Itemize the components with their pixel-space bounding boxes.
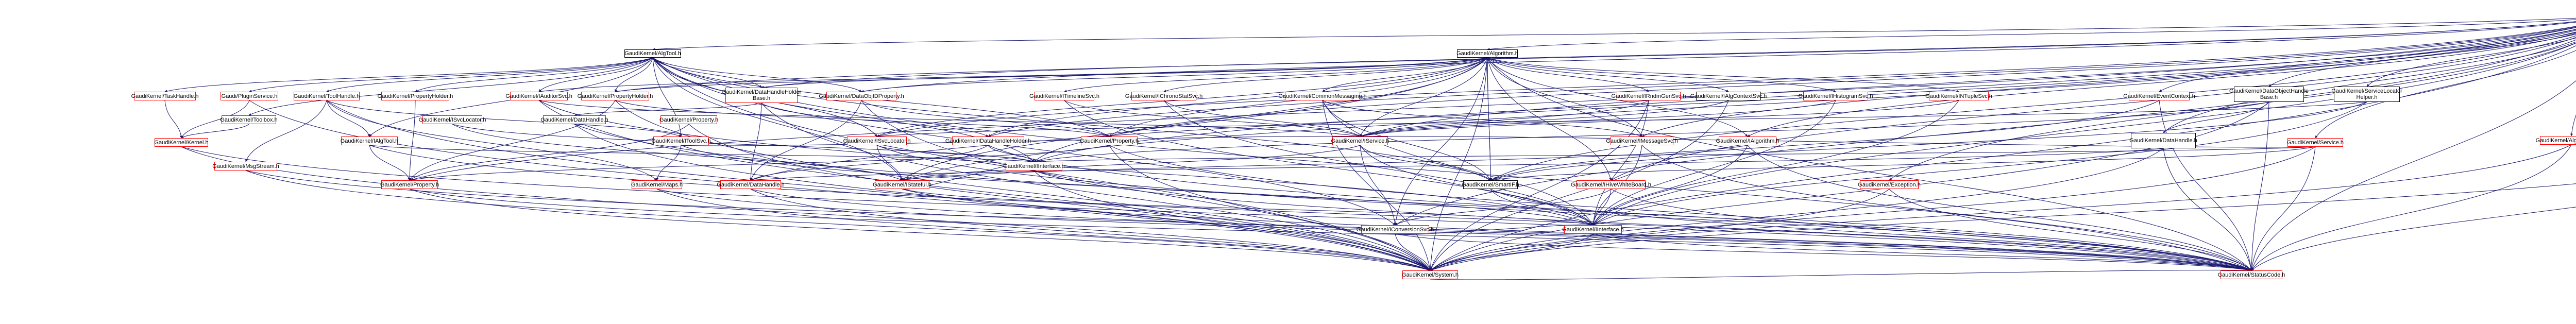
- graph-node[interactable]: GaudiKernel/IAlgorithm.h: [1716, 137, 1779, 145]
- graph-node[interactable]: GaudiKernel/IInterface.h: [1003, 162, 1065, 170]
- graph-node[interactable]: GaudiKernel/DataHandle.h: [2129, 133, 2197, 148]
- graph-node[interactable]: GaudiKernel/Property.h: [659, 115, 718, 124]
- graph-node[interactable]: GaudiKernel/IHiveWhiteBoard.h: [1571, 180, 1651, 189]
- graph-node[interactable]: GaudiKernel/CommonMessaging.h: [1278, 92, 1367, 100]
- graph-node[interactable]: GaudiKernel/ServiceLocator Helper.h: [2331, 87, 2402, 102]
- graph-node[interactable]: GaudiKernel/INTupleSvc.h: [1925, 92, 1992, 100]
- graph-node[interactable]: GaudiKernel/IAuditorSvc.h: [505, 92, 572, 100]
- graph-node[interactable]: GaudiKernel/DataObjectHandle Base.h: [2229, 87, 2309, 102]
- graph-node[interactable]: GaudiKernel/IStateful.h: [873, 180, 931, 189]
- graph-node[interactable]: Gaudi/PluginService.h: [221, 92, 278, 100]
- graph-node[interactable]: GaudiKernel/IConversionSvc.h: [1357, 225, 1434, 234]
- graph-node[interactable]: GaudiKernel/ToolHandle.h: [294, 92, 360, 100]
- graph-node[interactable]: GaudiKernel/Property.h: [380, 180, 439, 189]
- graph-node[interactable]: GaudiKernel/DataHandle.h: [540, 115, 608, 124]
- graph-node[interactable]: GaudiKernel/Exception.h: [1858, 180, 1921, 189]
- graph-node[interactable]: GaudiKernel/Kernel.h: [154, 138, 209, 147]
- graph-node[interactable]: GaudiKernel/PropertyHolder.h: [378, 92, 453, 100]
- graph-node[interactable]: GaudiKernel/Service.h: [2287, 138, 2344, 147]
- graph-node[interactable]: GaudiKernel/AlgSvcStatus.h: [2536, 136, 2576, 145]
- graph-node[interactable]: GaudiKernel/Toolbox.h: [220, 115, 278, 124]
- graph-node[interactable]: GaudiKernel/ITimelineSvc.h: [1029, 92, 1099, 100]
- graph-node[interactable]: GaudiKernel/IAlgTool.h: [341, 137, 398, 145]
- graph-node[interactable]: GaudiKernel/IAlgContextSvc.h: [1690, 92, 1767, 100]
- graph-node[interactable]: GaudiKernel/IDataHandleHolder.h: [945, 137, 1031, 145]
- graph-node[interactable]: GaudiKernel/DataHandle.h: [717, 180, 785, 189]
- graph-node[interactable]: GaudiKernel/Property.h: [1080, 137, 1139, 145]
- graph-node[interactable]: GaudiKernel/TaskHandle.h: [131, 92, 198, 100]
- graph-node[interactable]: GaudiKernel/PropertyHolder.h: [578, 92, 653, 100]
- graph-node[interactable]: GaudiKernel/EventContext.h: [2123, 92, 2195, 100]
- graph-node[interactable]: GaudiKernel/Algorithm.h: [1456, 49, 1518, 58]
- graph-node[interactable]: GaudiKernel/IService.h: [1331, 137, 1389, 145]
- graph-node[interactable]: GaudiKernel/IHistogramSvc.h: [1799, 92, 1873, 100]
- graph-node[interactable]: GaudiKernel/IMessageSvc.h: [1606, 137, 1678, 145]
- graph-node[interactable]: GaudiKernel/StatusCode.h: [2218, 270, 2285, 279]
- graph-node[interactable]: GaudiKernel/MsgStream.h: [212, 162, 279, 170]
- graph-node[interactable]: GaudiKernel/System.h: [1402, 270, 1459, 279]
- graph-node[interactable]: GaudiKernel/Maps.h: [631, 180, 683, 189]
- graph-node[interactable]: GaudiKernel/IChronoStatSvc.h: [1125, 92, 1202, 100]
- graph-node[interactable]: GaudiKernel/ISvcLocator.h: [843, 137, 910, 145]
- graph-node[interactable]: GaudiKernel/DataHandleHolder Base.h: [722, 88, 801, 103]
- graph-node[interactable]: GaudiKernel/DataObjIDProperty.h: [819, 92, 904, 100]
- graph-node[interactable]: GaudiKernel/IInterface.h: [1562, 225, 1624, 234]
- graph-node[interactable]: GaudiKernel/IToolSvc.h: [652, 137, 710, 145]
- graph-node[interactable]: GaudiKernel/AlgTool.h: [624, 49, 681, 58]
- graph-node[interactable]: GaudiKernel/ISvcLocator.h: [419, 115, 486, 124]
- graph-node[interactable]: GaudiKernel/IRndmGenSvc.h: [1612, 92, 1686, 100]
- graph-node[interactable]: GaudiKernel/SmartIF.h: [1462, 180, 1519, 189]
